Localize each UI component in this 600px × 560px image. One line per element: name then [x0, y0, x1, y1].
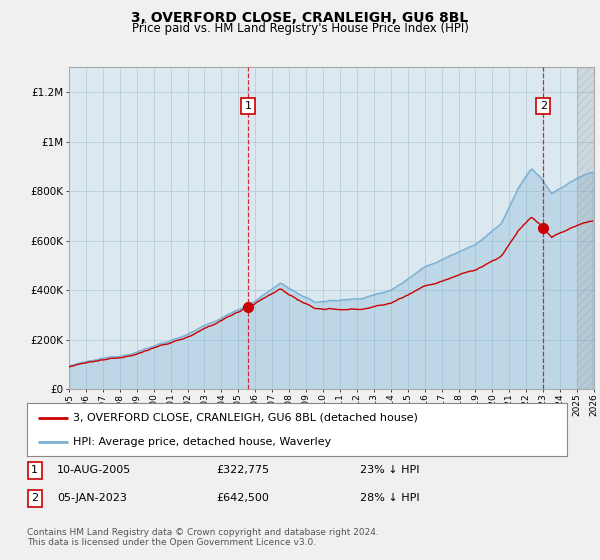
Text: HPI: Average price, detached house, Waverley: HPI: Average price, detached house, Wave… [73, 437, 331, 447]
Text: Price paid vs. HM Land Registry's House Price Index (HPI): Price paid vs. HM Land Registry's House … [131, 22, 469, 35]
Text: 2: 2 [31, 493, 38, 503]
Text: 2: 2 [539, 101, 547, 111]
Bar [577, 67, 594, 389]
Text: 23% ↓ HPI: 23% ↓ HPI [360, 465, 419, 475]
Text: 3, OVERFORD CLOSE, CRANLEIGH, GU6 8BL: 3, OVERFORD CLOSE, CRANLEIGH, GU6 8BL [131, 11, 469, 25]
Text: £642,500: £642,500 [216, 493, 269, 503]
Text: 1: 1 [245, 101, 252, 111]
Text: 1: 1 [31, 465, 38, 475]
Text: £322,775: £322,775 [216, 465, 269, 475]
Text: 28% ↓ HPI: 28% ↓ HPI [360, 493, 419, 503]
Text: 10-AUG-2005: 10-AUG-2005 [57, 465, 131, 475]
Text: 3, OVERFORD CLOSE, CRANLEIGH, GU6 8BL (detached house): 3, OVERFORD CLOSE, CRANLEIGH, GU6 8BL (d… [73, 413, 418, 423]
Text: Contains HM Land Registry data © Crown copyright and database right 2024.
This d: Contains HM Land Registry data © Crown c… [27, 528, 379, 547]
Text: 05-JAN-2023: 05-JAN-2023 [57, 493, 127, 503]
